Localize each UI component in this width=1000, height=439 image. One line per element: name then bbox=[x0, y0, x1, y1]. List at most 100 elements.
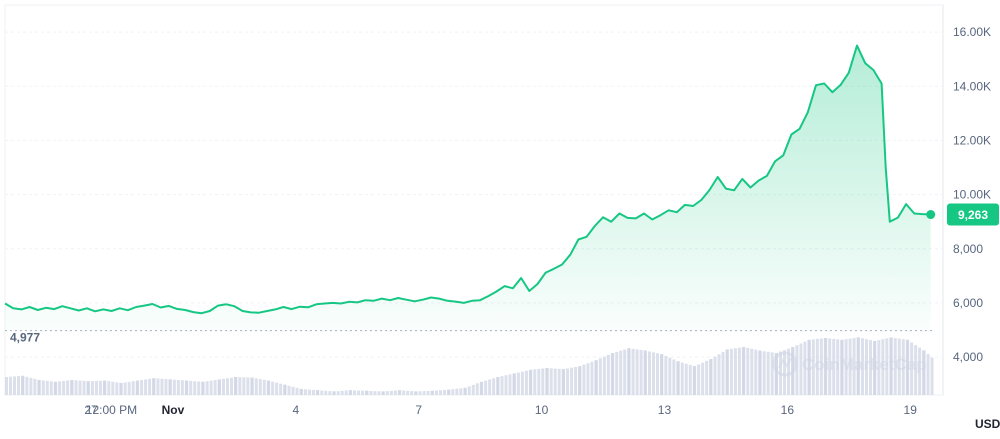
volume-bar bbox=[361, 390, 365, 395]
volume-bar bbox=[209, 380, 213, 395]
volume-bar bbox=[221, 378, 225, 395]
volume-bar bbox=[119, 383, 123, 395]
volume-bar bbox=[807, 339, 811, 395]
volume-bar bbox=[86, 381, 90, 395]
volume-bar bbox=[229, 377, 233, 395]
volume-bar bbox=[664, 355, 668, 395]
volume-bar bbox=[566, 368, 570, 395]
volume-bar bbox=[225, 378, 229, 395]
coinmarketcap-watermark: CoinMarketCap bbox=[772, 351, 927, 377]
volume-bar bbox=[787, 348, 791, 395]
volume-bar bbox=[291, 386, 295, 395]
volume-bar bbox=[840, 339, 844, 395]
volume-bar bbox=[721, 351, 725, 395]
volume-bar bbox=[111, 381, 115, 395]
volume-bar bbox=[672, 359, 676, 395]
volume-bar bbox=[852, 338, 856, 395]
volume-bar bbox=[381, 391, 385, 395]
volume-bar bbox=[688, 364, 692, 395]
volume-bar bbox=[553, 368, 557, 395]
volume-bar bbox=[189, 380, 193, 395]
volume-bar bbox=[758, 350, 762, 395]
y-tick-label: 14.00K bbox=[953, 79, 991, 93]
volume-bar bbox=[508, 374, 512, 395]
volume-bar bbox=[267, 380, 271, 395]
volume-bar bbox=[586, 363, 590, 395]
volume-bar bbox=[520, 371, 524, 395]
volume-bar bbox=[606, 354, 610, 395]
volume-bar bbox=[668, 357, 672, 395]
volume-bar bbox=[856, 337, 860, 395]
volume-bar bbox=[316, 390, 320, 395]
volume-bar bbox=[123, 382, 127, 395]
volume-bar bbox=[635, 349, 639, 395]
volume-bar bbox=[295, 387, 299, 395]
volume-bar bbox=[533, 369, 537, 395]
volume-bar bbox=[475, 383, 479, 395]
volume-bar bbox=[529, 369, 533, 395]
volume-bar bbox=[185, 380, 189, 395]
volume-bar bbox=[881, 339, 885, 395]
volume-bar bbox=[344, 390, 348, 395]
volume-bar bbox=[324, 390, 328, 395]
volume-bar bbox=[311, 389, 315, 395]
volume-bar bbox=[45, 380, 49, 395]
volume-bar bbox=[832, 338, 836, 395]
volume-bar bbox=[848, 338, 852, 395]
volume-bar bbox=[844, 339, 848, 395]
y-tick-label: 12.00K bbox=[953, 133, 991, 147]
volume-bar bbox=[492, 378, 496, 395]
volume-bar bbox=[693, 366, 697, 395]
volume-bar bbox=[897, 338, 901, 395]
volume-bar bbox=[168, 379, 172, 395]
volume-bar bbox=[217, 379, 221, 395]
volume-bar bbox=[901, 339, 905, 395]
volume-bar bbox=[54, 381, 58, 395]
volume-bar bbox=[570, 367, 574, 395]
current-marker-layer[interactable]: 9,263 bbox=[926, 203, 999, 226]
volume-bar bbox=[373, 391, 377, 395]
volume-layer bbox=[5, 337, 934, 395]
volume-bar bbox=[655, 353, 659, 395]
volume-bar bbox=[275, 382, 279, 395]
volume-bar bbox=[516, 372, 520, 395]
volume-bar bbox=[176, 379, 180, 395]
volume-bar bbox=[647, 351, 651, 395]
volume-bar bbox=[349, 390, 353, 395]
volume-bar bbox=[418, 391, 422, 395]
volume-bar bbox=[78, 380, 82, 395]
volume-bar bbox=[684, 363, 688, 395]
volume-bar bbox=[864, 339, 868, 395]
volume-bar bbox=[873, 341, 877, 395]
volume-bar bbox=[709, 359, 713, 395]
volume-bar bbox=[426, 390, 430, 395]
volume-bar bbox=[283, 384, 287, 395]
volume-bar bbox=[213, 380, 217, 395]
volume-bar bbox=[336, 391, 340, 395]
volume-bar bbox=[651, 352, 655, 395]
volume-bar bbox=[594, 360, 598, 395]
volume-bar bbox=[70, 380, 74, 395]
volume-bar bbox=[393, 390, 397, 395]
volume-bar bbox=[545, 368, 549, 395]
current-price-badge-label: 9,263 bbox=[958, 208, 988, 222]
volume-bar bbox=[910, 342, 914, 395]
volume-bar bbox=[824, 338, 828, 395]
volume-bar bbox=[17, 376, 20, 395]
volume-bar bbox=[676, 361, 680, 395]
volume-bar bbox=[287, 385, 291, 395]
volume-bar bbox=[180, 380, 184, 395]
volume-bar bbox=[246, 377, 250, 395]
volume-bar bbox=[930, 357, 934, 395]
volume-bar bbox=[504, 375, 508, 395]
volume-bar bbox=[406, 390, 410, 395]
current-price-dot[interactable] bbox=[926, 210, 936, 220]
volume-bar bbox=[754, 349, 758, 395]
volume-bar bbox=[90, 381, 94, 395]
volume-bar bbox=[328, 391, 332, 395]
volume-bar bbox=[549, 368, 553, 395]
baseline-label: 4,977 bbox=[10, 331, 40, 345]
volume-bar bbox=[914, 345, 918, 395]
volume-bar bbox=[238, 377, 242, 395]
